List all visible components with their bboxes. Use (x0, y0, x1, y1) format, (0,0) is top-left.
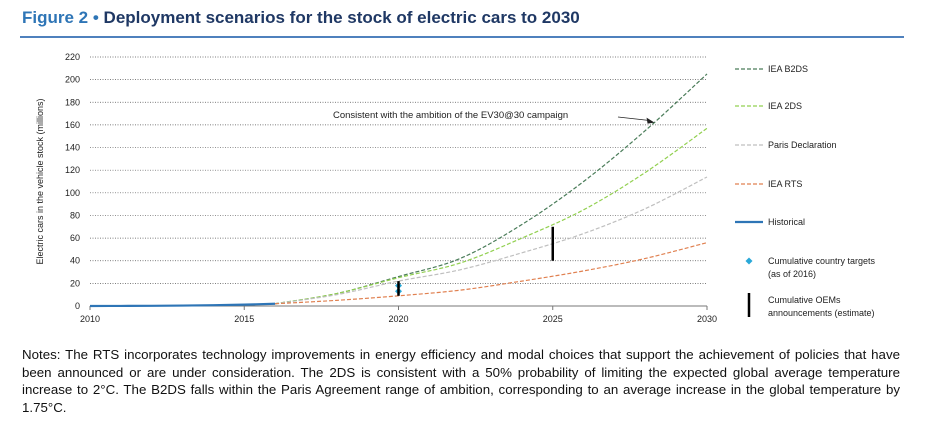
legend-label-historical: Historical (768, 217, 805, 227)
annotation-arrow-line (617, 116, 651, 122)
y-tick-label: 120 (65, 165, 80, 175)
markers-layer (395, 226, 554, 296)
grid (90, 56, 707, 284)
legend-label-oem: Cumulative OEMs (768, 295, 841, 305)
y-tick-label: 60 (70, 233, 80, 243)
figure-title: Figure 2 • Deployment scenarios for the … (22, 8, 580, 28)
series-line-iea-2ds (275, 127, 708, 305)
series-line-historical (89, 302, 276, 308)
y-tick-label: 100 (65, 188, 80, 198)
x-tick-label: 2015 (234, 314, 254, 324)
series-line-paris-declaration (275, 176, 708, 305)
legend-label-iea-rts: IEA RTS (768, 179, 802, 189)
notes: Notes: The RTS incorporates technology i… (22, 347, 900, 415)
y-axis-label: Electric cars in the vehicle stock (mill… (35, 98, 45, 264)
axes: 0 20 40 60 80 100 120 140 160 180 200 220 2010 2015 20… (35, 52, 717, 324)
figure-label: Figure 2 (22, 8, 89, 27)
figure-bullet: • (92, 8, 99, 27)
legend-label-country-targets-line2: (as of 2016) (768, 269, 816, 279)
y-tick-label: 200 (65, 75, 80, 85)
series-layer (89, 73, 708, 308)
x-tick-label: 2020 (388, 314, 408, 324)
series-line-iea-b2ds (275, 73, 708, 305)
legend-label-oem-line2: announcements (estimate) (768, 308, 875, 318)
x-tick-label: 2010 (80, 314, 100, 324)
annotation-arrowhead (646, 117, 655, 124)
legend-label-country-targets: Cumulative country targets (768, 256, 876, 266)
legend-label-iea-2ds: IEA 2DS (768, 101, 802, 111)
figure-title-text: Deployment scenarios for the stock of el… (103, 8, 580, 27)
y-tick-label: 80 (70, 210, 80, 220)
annotation-layer: Consistent with the ambition of the EV30… (333, 110, 655, 124)
title-divider (20, 36, 904, 38)
y-tick-label: 40 (70, 256, 80, 266)
annotation-text: Consistent with the ambition of the EV30… (333, 110, 568, 121)
y-tick-label: 160 (65, 120, 80, 130)
y-tick-label: 220 (65, 52, 80, 62)
legend-label-paris-declaration: Paris Declaration (768, 140, 837, 150)
y-tick-label: 140 (65, 143, 80, 153)
x-tick-label: 2025 (543, 314, 563, 324)
x-tick-label: 2030 (697, 314, 717, 324)
series-line-iea-rts (275, 242, 708, 305)
chart: 0 20 40 60 80 100 120 140 160 180 200 220 2010 2015 20… (35, 52, 876, 324)
y-tick-label: 180 (65, 97, 80, 107)
legend-swatch-country-targets (745, 257, 753, 265)
y-tick-label: 20 (70, 278, 80, 288)
legend-label-iea-b2ds: IEA B2DS (768, 64, 808, 74)
y-tick-label: 0 (75, 301, 80, 311)
legend: IEA B2DS IEA 2DS Paris Declaration IEA RTS H… (735, 64, 876, 318)
